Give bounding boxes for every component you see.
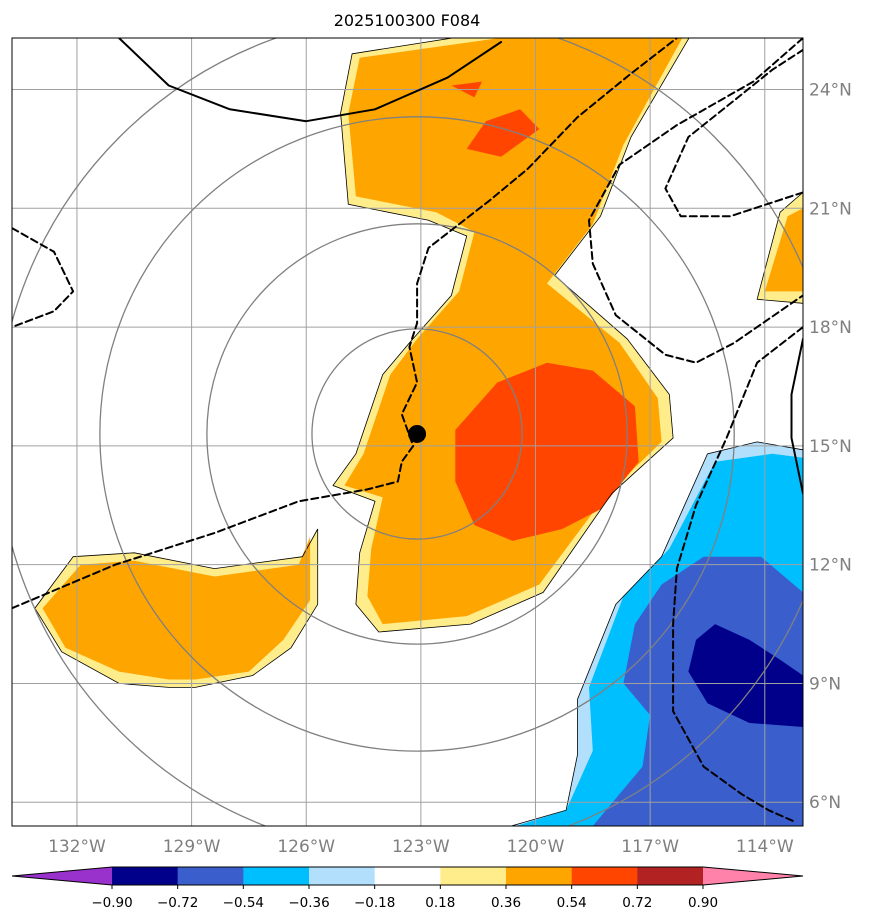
colorbar-swatch <box>637 867 704 885</box>
solid-contour <box>118 38 503 123</box>
dashed-contour <box>588 38 803 364</box>
latitude-tick-label: 6°N <box>809 793 841 813</box>
longitude-tick-label: 120°W <box>507 837 565 857</box>
latitude-axis: 6°N 9°N 12°N 15°N 18°N 21°N 24°N <box>809 80 852 813</box>
gridlines <box>12 38 803 826</box>
longitude-axis: 132°W 129°W 126°W 123°W 120°W 117°W 114°W <box>48 837 794 857</box>
longitude-tick-label: 123°W <box>392 837 450 857</box>
dashed-contour <box>12 227 75 329</box>
latitude-tick-label: 24°N <box>809 80 852 100</box>
filled-region <box>42 536 311 680</box>
region-outline <box>509 441 803 826</box>
colorbar-swatch <box>374 867 441 885</box>
colorbar: −0.90 −0.72 −0.54 −0.36 −0.18 0.18 0.36 0.54 0.7… <box>11 866 804 911</box>
chart-title: 2025100300 F084 <box>334 11 481 30</box>
colorbar-swatch <box>440 867 507 885</box>
dashed-contour <box>664 48 803 218</box>
latitude-tick-label: 18°N <box>809 318 852 338</box>
latitude-tick-label: 9°N <box>809 674 841 694</box>
filled-region <box>764 208 803 292</box>
colorbar-tick-label: 0.72 <box>622 895 652 911</box>
dashed-contour <box>672 326 803 823</box>
region-outline <box>332 38 690 633</box>
colorbar-tick-label: 0.36 <box>491 895 521 911</box>
map-plot-area <box>11 37 804 827</box>
colorbar-tick-label: 0.54 <box>557 895 587 911</box>
colorbar-extend-high <box>703 867 803 885</box>
colorbar-extend-low <box>12 867 112 885</box>
colorbar-tick-label: −0.72 <box>157 895 198 911</box>
longitude-tick-label: 114°W <box>736 837 794 857</box>
colorbar-tick-label: −0.90 <box>91 895 132 911</box>
colorbar-tick-label: 0.18 <box>425 895 455 911</box>
range-rings <box>12 38 803 826</box>
colorbar-swatch <box>309 867 376 885</box>
storm-center-layer <box>408 424 427 443</box>
filled-region <box>688 624 803 727</box>
range-ring <box>99 116 735 752</box>
longitude-tick-label: 129°W <box>163 837 221 857</box>
colorbar-tick-label: 0.90 <box>688 895 718 911</box>
colorbar-swatch <box>112 867 179 885</box>
longitude-tick-label: 126°W <box>277 837 335 857</box>
colorbar-swatch <box>571 867 638 885</box>
latitude-tick-label: 21°N <box>809 199 852 219</box>
storm-center-marker <box>408 424 427 443</box>
colorbar-swatch <box>243 867 310 885</box>
latitude-tick-label: 12°N <box>809 556 852 576</box>
colorbar-swatch <box>506 867 573 885</box>
contour-lines <box>12 38 803 823</box>
colorbar-tick-label: −0.54 <box>223 895 264 911</box>
dashed-contour <box>12 38 678 610</box>
longitude-tick-label: 117°W <box>621 837 679 857</box>
region-outline <box>756 191 803 304</box>
solid-contour <box>790 337 803 495</box>
region-outline <box>34 528 319 688</box>
range-ring <box>206 223 628 645</box>
longitude-tick-label: 132°W <box>48 837 106 857</box>
latitude-tick-label: 15°N <box>809 437 852 457</box>
colorbar-tick-label: −0.18 <box>354 895 395 911</box>
filled-region <box>592 556 803 826</box>
plot-frame <box>11 37 804 827</box>
colorbar-swatch <box>177 867 244 885</box>
filled-region <box>466 109 540 157</box>
range-ring <box>311 328 523 540</box>
colorbar-tick-label: −0.36 <box>288 895 329 911</box>
